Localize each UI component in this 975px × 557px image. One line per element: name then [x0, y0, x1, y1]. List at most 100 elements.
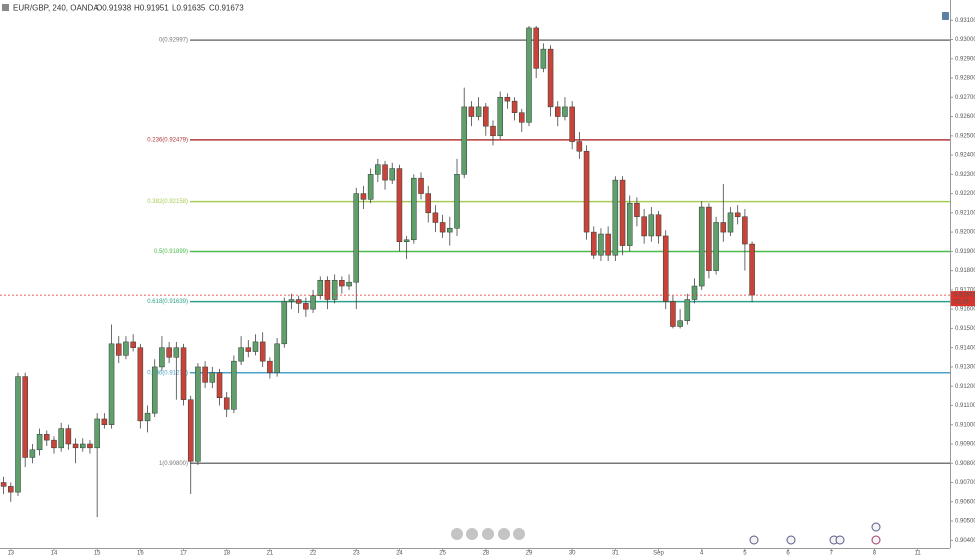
candle-body: [331, 280, 338, 300]
event-icon[interactable]: [786, 535, 796, 545]
fib-label: 0.5(0.91899): [154, 249, 188, 255]
x-tick-label: 7: [830, 551, 834, 557]
x-tick-label: 13: [7, 551, 14, 557]
ohlc-open: O0.91938: [96, 4, 132, 13]
y-tick-label: 0.93000: [955, 37, 975, 43]
nav-button[interactable]: [498, 528, 510, 540]
y-tick-label: 0.91000: [955, 422, 975, 428]
y-tick-label: 0.91500: [955, 326, 975, 332]
candle-body: [180, 347, 187, 400]
candle-body: [360, 193, 367, 200]
y-tick-label: 0.90400: [955, 538, 975, 544]
event-icon[interactable]: [749, 535, 759, 545]
candle-body: [238, 347, 244, 362]
x-tick-label: 24: [396, 551, 403, 557]
candle-body: [403, 239, 410, 242]
candle-body: [375, 164, 381, 175]
candle-body: [0, 482, 7, 487]
candle-body: [742, 216, 748, 245]
candle-body: [310, 295, 316, 310]
nav-button[interactable]: [451, 528, 463, 540]
candle-body: [252, 341, 259, 352]
ohlc-high: H0.91951: [134, 4, 169, 13]
y-tick-label: 0.92800: [955, 76, 975, 82]
candle-body: [259, 341, 266, 362]
event-icon[interactable]: [835, 535, 845, 545]
y-tick-label: 0.92900: [955, 56, 975, 62]
candle-body: [324, 280, 331, 300]
candle-body: [245, 347, 252, 352]
y-tick-label: 0.90600: [955, 499, 975, 505]
candle-body: [519, 112, 525, 123]
x-tick-label: 17: [180, 551, 187, 557]
y-tick-label: 0.91200: [955, 384, 975, 390]
event-icon[interactable]: [871, 535, 881, 545]
fib-label: 0.618(0.91639): [147, 299, 188, 305]
x-tick-label: 30: [569, 551, 576, 557]
event-icon[interactable]: [871, 522, 881, 532]
candle-body: [209, 372, 216, 383]
nav-button[interactable]: [482, 528, 494, 540]
candle-body: [51, 439, 57, 449]
candle-body: [590, 231, 597, 256]
candle-body: [389, 168, 396, 181]
candle-body: [123, 341, 129, 356]
candle-body: [411, 177, 417, 241]
x-tick-label: 6: [786, 551, 790, 557]
price-badge: [951, 291, 975, 307]
candle-body: [303, 303, 309, 310]
candle-body: [684, 299, 691, 321]
candle-body: [281, 301, 288, 345]
candle-body: [216, 372, 223, 399]
candle-body: [166, 347, 172, 358]
side-button[interactable]: [942, 12, 949, 20]
x-tick-label: 18: [223, 551, 230, 557]
candle-body: [15, 376, 21, 493]
candle-body: [641, 216, 647, 237]
candle-body: [382, 164, 388, 181]
y-tick-label: 0.90500: [955, 519, 975, 525]
x-tick-label: 8: [873, 551, 877, 557]
fib-label: 0.382(0.92158): [147, 199, 188, 205]
x-tick-label: 31: [612, 551, 619, 557]
y-tick-label: 0.90800: [955, 461, 975, 467]
candle-body: [87, 443, 93, 449]
x-tick-label: 29: [526, 551, 533, 557]
candle-body: [605, 233, 611, 256]
candle-body: [691, 285, 698, 300]
candle-body: [619, 179, 626, 246]
candle-body: [504, 97, 511, 102]
candle-body: [58, 428, 64, 449]
candle-body: [396, 168, 403, 242]
y-tick-label: 0.92700: [955, 95, 975, 101]
y-tick-label: 0.92600: [955, 114, 975, 120]
x-tick-label: 23: [353, 551, 360, 557]
fib-label: 0.236(0.92479): [147, 137, 188, 143]
candle-body: [295, 299, 302, 304]
symbol-icon: [2, 4, 9, 11]
ohlc-close: C0.91673: [209, 4, 244, 13]
candle-body: [115, 343, 122, 356]
candle-body: [749, 243, 755, 296]
nav-button[interactable]: [466, 528, 478, 540]
candle-body: [648, 214, 655, 237]
candle-body: [576, 141, 583, 152]
y-tick-label: 0.91100: [955, 403, 975, 409]
candle-body: [367, 174, 374, 200]
event-icons: [749, 522, 881, 545]
candle-body: [540, 48, 547, 69]
candle-body: [353, 193, 360, 283]
header: EUR/GBP, 240, OANDA O0.91938 H0.91951 L0…: [2, 4, 244, 13]
x-tick-label: 21: [267, 551, 274, 557]
candle-body: [677, 320, 683, 327]
candle-body: [231, 360, 237, 410]
candle-body: [713, 222, 719, 271]
candle-body: [173, 347, 180, 358]
nav-button[interactable]: [513, 528, 525, 540]
candle-body: [108, 343, 115, 425]
y-tick-label: 0.92500: [955, 133, 975, 139]
candle-body: [454, 174, 460, 229]
candle-body: [72, 443, 79, 449]
ohlc-low: L0.91635: [172, 4, 206, 13]
